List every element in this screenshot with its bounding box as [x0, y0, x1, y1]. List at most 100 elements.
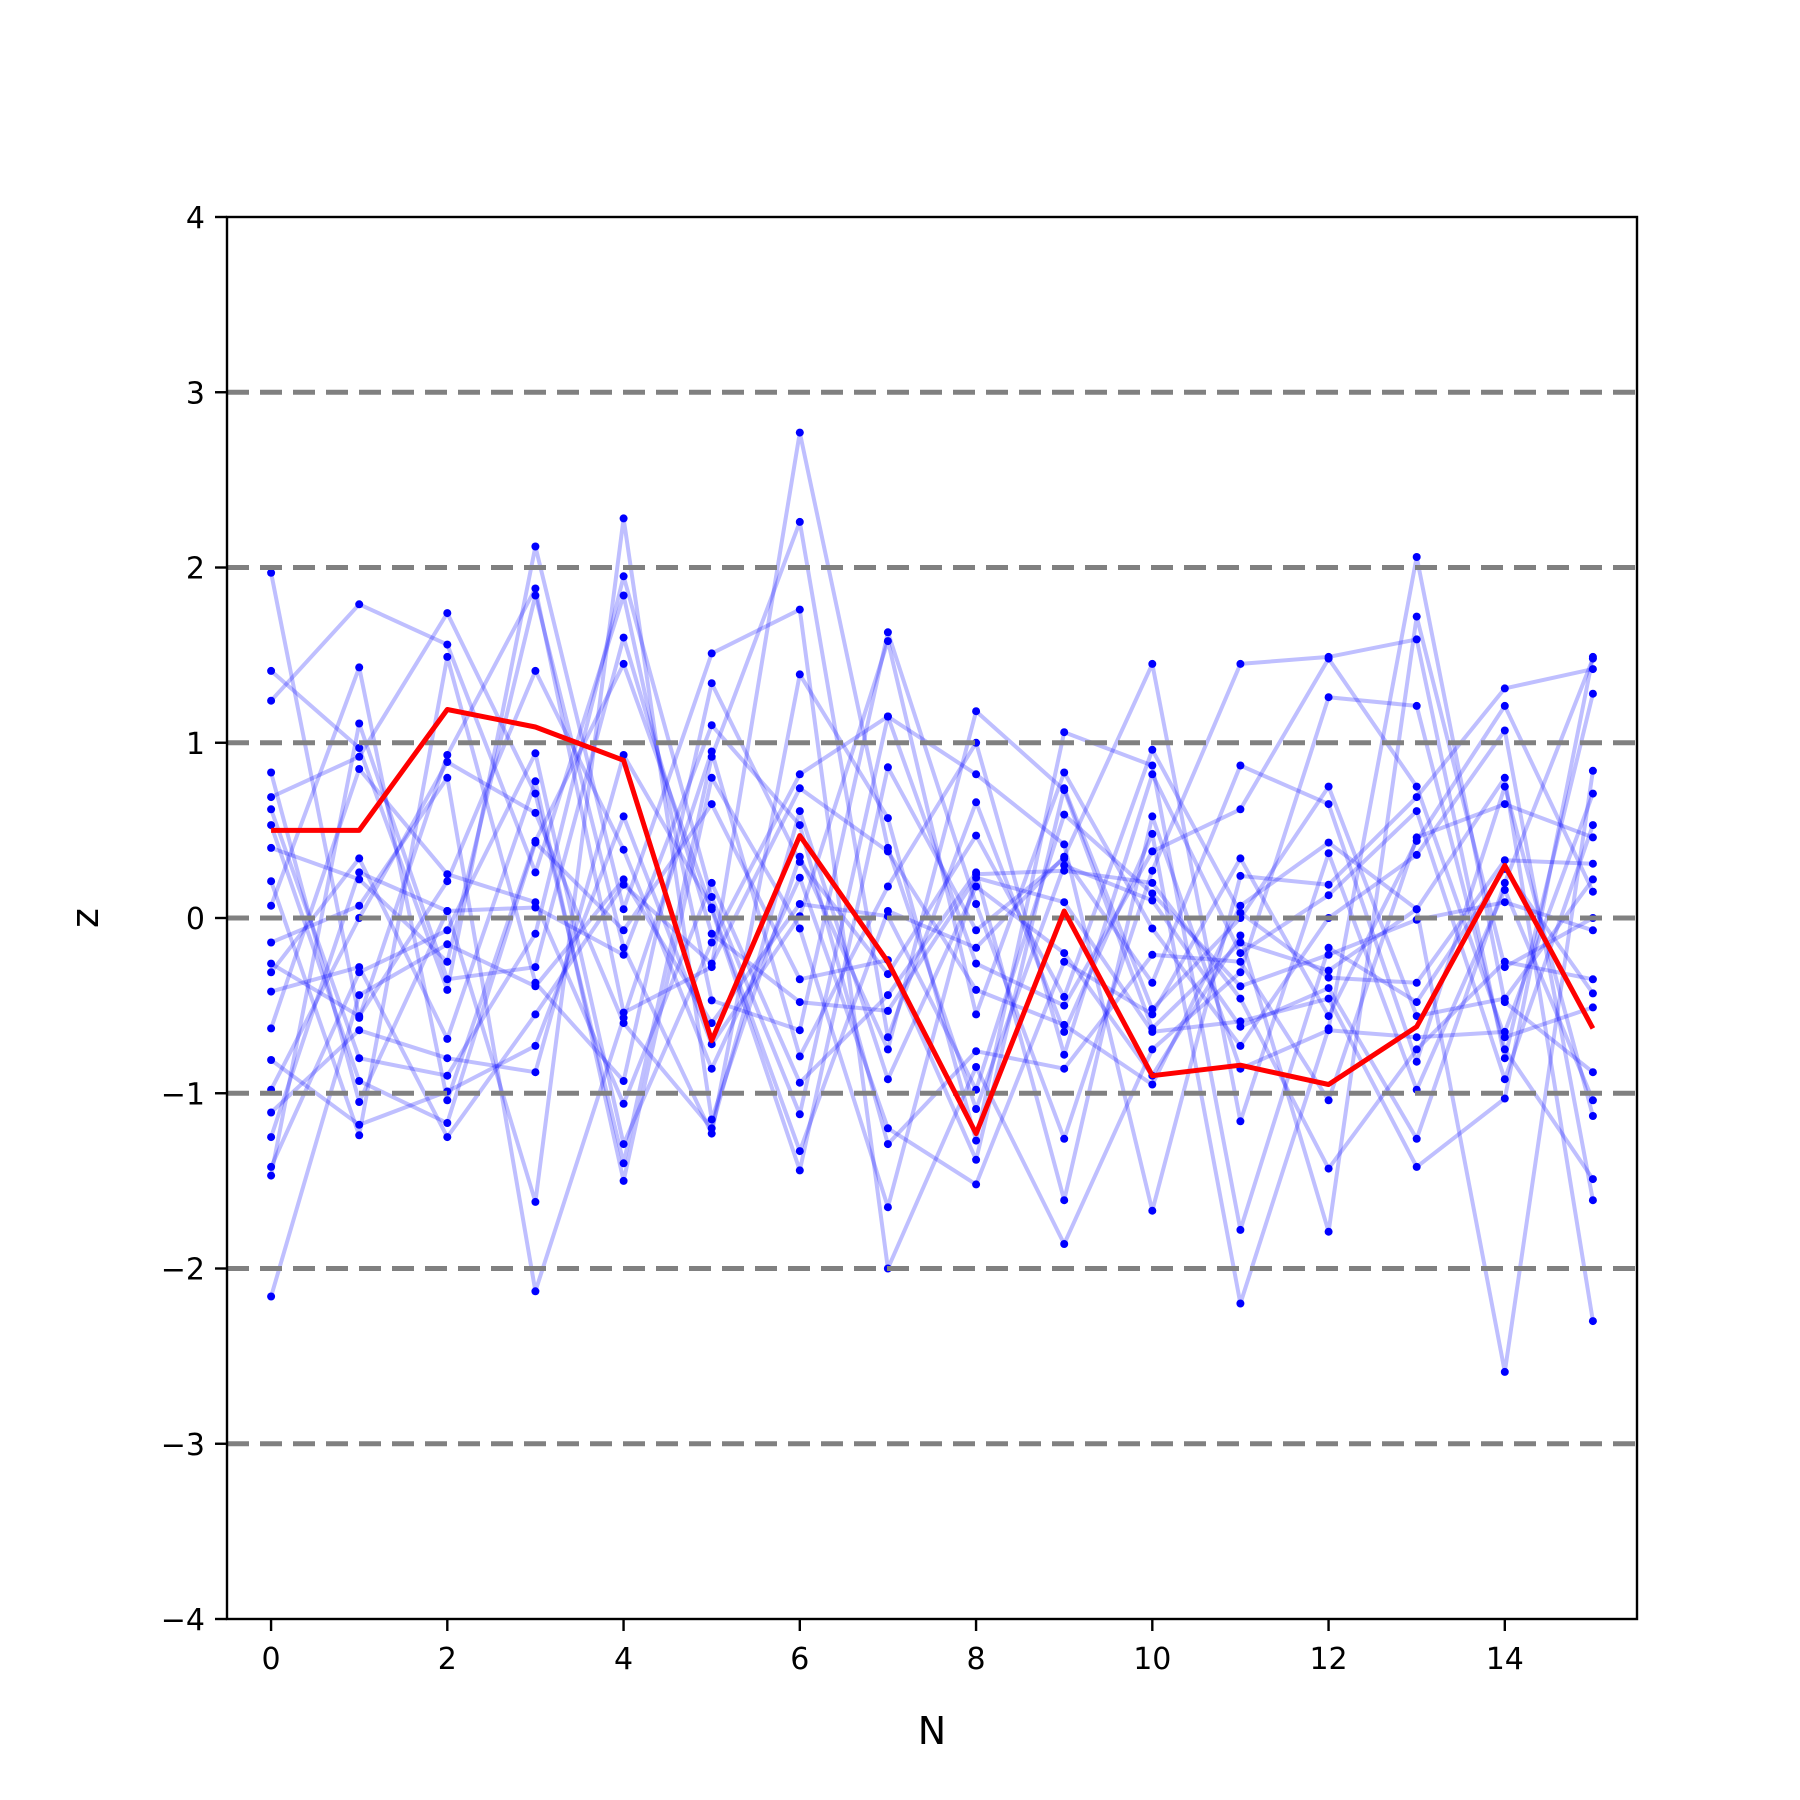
background-series-line: [269, 593, 1595, 1141]
background-data-point: [707, 1115, 716, 1124]
background-data-point: [355, 600, 364, 609]
background-data-point: [531, 903, 540, 912]
background-data-point: [531, 1041, 540, 1050]
background-data-point: [1060, 1001, 1069, 1010]
background-data-point: [1588, 1175, 1597, 1184]
background-data-point: [267, 877, 276, 886]
background-data-point: [1060, 1020, 1069, 1029]
background-data-point: [1148, 1027, 1157, 1036]
background-series-line: [269, 516, 1595, 1374]
background-data-point: [1588, 652, 1597, 661]
background-data-point: [1500, 1054, 1509, 1063]
x-tick-label: 4: [614, 1642, 633, 1677]
background-data-point: [1412, 807, 1421, 816]
background-data-point: [267, 1171, 276, 1180]
background-series-line: [269, 661, 1595, 1173]
background-data-point: [1060, 784, 1069, 793]
background-data-point: [1412, 1134, 1421, 1143]
x-tick-label: 8: [967, 1642, 986, 1677]
background-data-point: [883, 763, 892, 772]
background-data-point: [443, 870, 452, 879]
background-data-point: [355, 1026, 364, 1035]
background-data-point: [267, 666, 276, 675]
background-data-point: [972, 831, 981, 840]
y-tick-label: −1: [161, 1077, 205, 1112]
background-data-point: [619, 943, 628, 952]
background-data-point: [355, 1131, 364, 1140]
background-data-point: [1500, 1045, 1509, 1054]
background-data-point: [972, 1063, 981, 1071]
background-data-point: [531, 982, 540, 991]
background-series-line: [269, 430, 1595, 1141]
background-data-point: [355, 1012, 364, 1021]
background-data-point: [267, 1292, 276, 1301]
background-data-point: [1060, 728, 1069, 737]
background-series-line: [270, 740, 1595, 1294]
background-data-point: [1324, 1096, 1333, 1105]
background-data-point: [1500, 726, 1509, 735]
background-data-point: [443, 940, 452, 949]
y-tick-label: 1: [186, 727, 205, 762]
background-data-point: [355, 991, 364, 1000]
background-data-point: [1412, 553, 1421, 561]
background-data-point: [1588, 1196, 1597, 1205]
background-data-point: [619, 1019, 628, 1028]
background-data-point: [1236, 938, 1245, 947]
x-tick-label: 0: [262, 1642, 281, 1677]
background-data-point: [531, 808, 540, 817]
background-data-point: [1500, 1075, 1509, 1084]
y-tick-label: 4: [186, 201, 205, 236]
background-data-point: [1500, 684, 1509, 693]
background-data-point: [1236, 982, 1245, 991]
background-data-point: [1148, 889, 1157, 898]
background-data-point: [1412, 793, 1421, 802]
background-data-point: [1324, 880, 1333, 889]
background-series-line: [270, 775, 1595, 1322]
background-data-point: [883, 1006, 892, 1015]
background-data-point: [972, 1047, 981, 1056]
background-data-point: [883, 628, 892, 637]
background-series-line: [270, 668, 1595, 1187]
background-data-point: [355, 968, 364, 977]
background-data-point: [1236, 761, 1245, 770]
background-data-point: [443, 751, 452, 759]
background-data-point: [531, 749, 540, 758]
highlight-series-line: [271, 707, 1596, 1137]
background-data-point: [1500, 773, 1509, 782]
background-data-point: [795, 975, 804, 984]
background-data-point: [1236, 805, 1245, 814]
background-data-point: [1148, 847, 1157, 856]
background-data-point: [1412, 612, 1421, 621]
background-series-line: [269, 544, 1595, 1271]
background-data-point: [1412, 998, 1421, 1007]
background-data-point: [267, 938, 276, 947]
background-data-point: [267, 901, 276, 910]
background-data-point: [1324, 950, 1333, 959]
x-axis: 0 2 4 6 8 10 12 14: [262, 1619, 1524, 1677]
background-data-point: [443, 609, 452, 618]
background-data-point: [1324, 782, 1333, 791]
background-data-point: [795, 1026, 804, 1035]
background-data-point: [1148, 761, 1157, 770]
background-data-point: [1412, 1045, 1421, 1054]
y-tick-label: 2: [186, 552, 205, 587]
background-data-point: [883, 1045, 892, 1054]
background-data-point: [531, 542, 540, 551]
background-data-point: [443, 1096, 452, 1105]
background-data-point: [795, 924, 804, 933]
background-data-point: [1236, 931, 1245, 940]
background-data-point: [355, 1054, 364, 1063]
background-data-point: [443, 1054, 452, 1063]
background-data-point: [1588, 1068, 1597, 1077]
background-data-point: [619, 1140, 628, 1149]
background-data-point: [1588, 833, 1597, 842]
background-data-point: [1500, 1033, 1509, 1042]
background-data-point: [619, 845, 628, 854]
y-tick-label: −4: [161, 1603, 205, 1638]
background-data-point: [972, 1105, 981, 1113]
background-series-line: [269, 775, 1594, 1210]
background-data-point: [1500, 1094, 1509, 1103]
background-data-point: [1060, 1064, 1069, 1073]
background-data-point: [1412, 905, 1421, 914]
background-data-point: [707, 996, 716, 1005]
